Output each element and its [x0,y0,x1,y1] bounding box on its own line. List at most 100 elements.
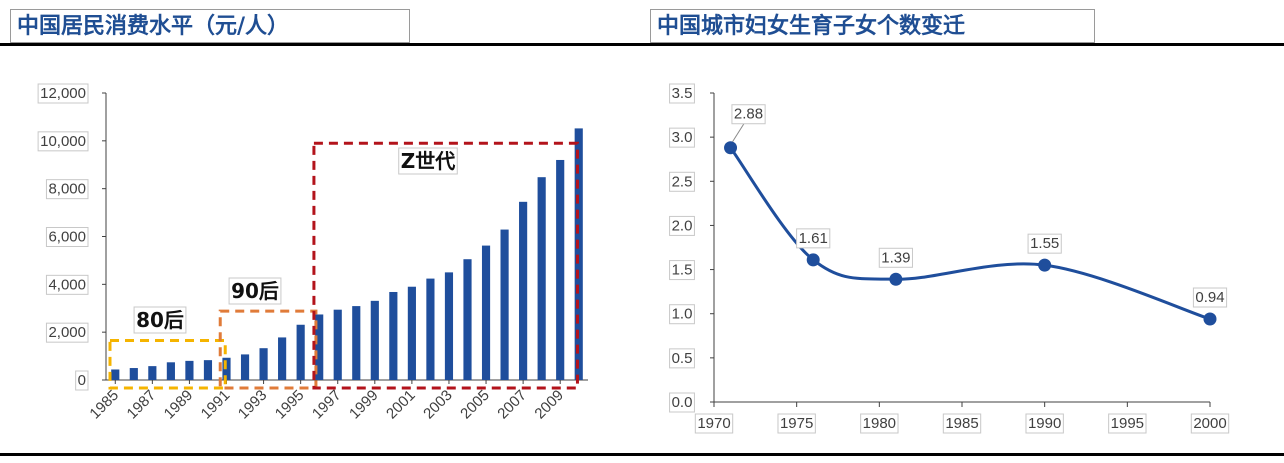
bar [556,159,565,380]
data-label-box [1027,233,1062,254]
bar [389,291,398,380]
bar [129,368,138,380]
bar [333,309,342,380]
x-tick-label-group: 1995 [1108,413,1147,434]
x-tick-label: 2000 [1193,415,1226,432]
y-tick-label-box [669,348,695,369]
data-label: 0.94 [1195,289,1224,306]
x-tick-label-box [942,413,982,434]
x-tick-label-box [1108,413,1147,434]
y-tick-label: 2.0 [672,217,693,234]
generation-label: Z世代 [401,149,456,173]
x-tick-label-group: 2000 [1190,413,1230,434]
x-tick-label-box [1025,413,1064,434]
y-tick-label: 10,000 [40,133,86,150]
y-tick-label: 1.5 [672,262,693,279]
bar [519,201,528,380]
top-rule [0,43,1284,46]
y-tick-label-group: 1.0 [669,304,695,325]
bar [278,337,287,380]
y-tick-label-box [669,127,695,148]
y-tick-label-box [669,83,695,104]
y-tick-label-box [45,227,89,247]
data-label: 2.88 [734,106,763,123]
bar [148,366,157,380]
generation-box [108,339,227,390]
y-tick-label: 12,000 [40,85,86,102]
y-tick-label-group: 12,000 [37,83,89,104]
x-tick-label-group: 1985 [942,413,982,434]
y-tick-label: 3.0 [672,129,693,146]
data-label-group: 0.94 [1192,287,1228,308]
y-tick-label-box [669,171,695,192]
bar [352,306,361,380]
bar [185,360,194,380]
y-tick-label-group: 2.5 [669,171,695,192]
bar [259,348,268,380]
bar [315,314,324,380]
data-label-box [878,247,913,268]
data-point [724,141,738,155]
bar [203,360,213,380]
y-tick-label-box [45,322,89,343]
bar [240,354,250,380]
bar [370,300,379,380]
data-label-group: 1.55 [1027,233,1062,254]
y-tick-label-box [37,131,89,152]
y-tick-label-box [37,83,89,104]
y-tick-label-group: 3.0 [669,127,695,148]
y-tick-label: 0.0 [672,394,693,411]
bar [407,286,416,380]
bar [537,177,546,380]
x-tick-label: 1990 [1028,415,1061,432]
x-tick-label-box [860,413,899,434]
x-tick-label-group: 1975 [777,413,816,434]
series-line [729,146,1211,321]
x-tick-label-group: 1970 [694,413,734,434]
right-chart-title: 中国城市妇女生育子女个数变迁 [650,9,1095,43]
bar [296,324,305,380]
data-point [1203,312,1217,326]
bar [463,259,472,380]
left-chart-title: 中国居民消费水平（元/人） [10,9,410,43]
y-tick-label: 2,000 [48,324,86,341]
bar [426,278,435,380]
y-tick-label: 0.5 [672,350,693,367]
bar [500,229,509,380]
y-tick-label-group: 10,000 [37,131,89,152]
y-tick-label-box [45,179,89,200]
y-tick-label: 6,000 [48,229,86,246]
x-tick-label-group: 1980 [860,413,899,434]
data-point [1038,258,1052,272]
data-label-box [796,228,831,249]
y-tick-label-group: 3.5 [669,83,695,104]
y-tick-label-box [669,215,695,236]
y-tick-label: 3.5 [672,85,693,102]
y-tick-label: 1.0 [672,306,693,323]
y-tick-label: 8,000 [48,181,86,198]
x-tick-label: 1980 [863,415,896,432]
y-tick-label-group: 0 [75,370,89,391]
y-tick-label: 2.5 [672,173,693,190]
data-point [806,253,820,267]
y-tick-label-group: 0.0 [669,392,695,413]
generation-box [218,309,318,390]
y-tick-label-box [669,392,695,413]
data-label-group: 1.61 [796,228,831,249]
x-tick-label-box [1190,413,1230,434]
y-tick-label-group: 8,000 [45,179,89,200]
bar [444,272,454,380]
y-tick-label-box [45,274,89,295]
y-tick-label: 4,000 [48,276,86,293]
generation-label-group: Z世代 [398,147,458,175]
generation-label-box [133,306,187,334]
bar [574,128,583,380]
y-tick-label-box [669,260,695,281]
y-tick-label-box [669,304,695,325]
generation-label: 90后 [231,279,279,303]
x-tick-label-group: 1990 [1025,413,1064,434]
generation-label-group: 80后 [133,306,187,334]
generation-label: 80后 [136,308,184,332]
data-label: 1.39 [881,249,910,266]
